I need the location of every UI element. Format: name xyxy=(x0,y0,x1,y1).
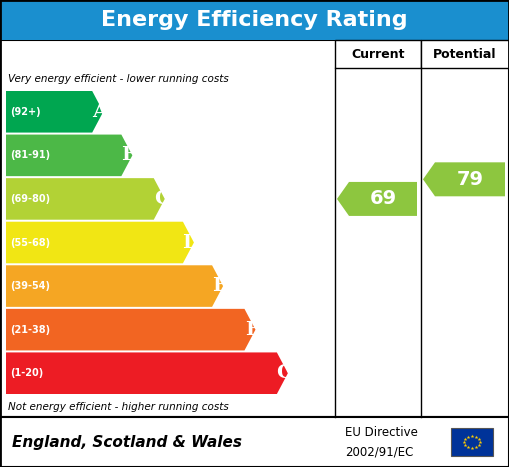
Polygon shape xyxy=(6,353,288,394)
Polygon shape xyxy=(6,222,194,263)
Text: Very energy efficient - lower running costs: Very energy efficient - lower running co… xyxy=(8,74,229,84)
Text: 69: 69 xyxy=(370,190,397,208)
Text: B: B xyxy=(121,146,137,164)
Text: F: F xyxy=(245,321,259,339)
Text: (55-68): (55-68) xyxy=(10,238,50,248)
Text: (21-38): (21-38) xyxy=(10,325,50,335)
Text: (1-20): (1-20) xyxy=(10,368,43,378)
Bar xyxy=(0,0,509,40)
Polygon shape xyxy=(6,134,132,176)
Polygon shape xyxy=(6,91,103,133)
Text: Current: Current xyxy=(351,48,405,61)
Text: G: G xyxy=(276,364,293,382)
Text: E: E xyxy=(212,277,227,295)
Text: Potential: Potential xyxy=(433,48,497,61)
Bar xyxy=(0,417,509,467)
Polygon shape xyxy=(6,178,165,219)
Text: Not energy efficient - higher running costs: Not energy efficient - higher running co… xyxy=(8,402,229,412)
Text: A: A xyxy=(92,103,107,121)
Bar xyxy=(451,428,493,456)
Text: C: C xyxy=(154,190,169,208)
Text: (81-91): (81-91) xyxy=(10,150,50,160)
Polygon shape xyxy=(6,309,256,350)
Text: 2002/91/EC: 2002/91/EC xyxy=(345,446,413,459)
Polygon shape xyxy=(6,265,223,307)
Text: D: D xyxy=(182,234,199,252)
Text: EU Directive: EU Directive xyxy=(345,426,418,439)
Text: (92+): (92+) xyxy=(10,107,41,117)
Bar xyxy=(421,40,509,68)
Polygon shape xyxy=(423,163,505,196)
Bar xyxy=(335,40,421,68)
Text: 79: 79 xyxy=(457,170,484,189)
Text: Energy Efficiency Rating: Energy Efficiency Rating xyxy=(101,10,408,30)
Text: England, Scotland & Wales: England, Scotland & Wales xyxy=(12,434,242,450)
Polygon shape xyxy=(337,182,417,216)
Text: (39-54): (39-54) xyxy=(10,281,50,291)
Bar xyxy=(0,40,509,417)
Text: (69-80): (69-80) xyxy=(10,194,50,204)
